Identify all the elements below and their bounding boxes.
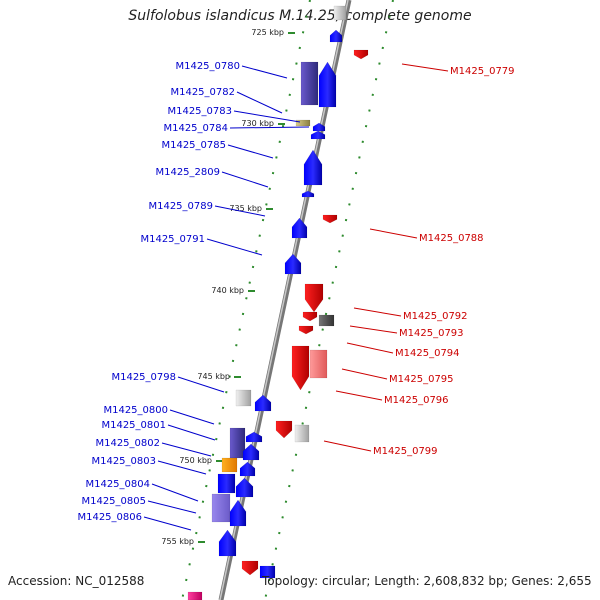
gene-label-m1425-0798[interactable]: M1425_0798 bbox=[111, 372, 176, 383]
label-leader-line bbox=[151, 483, 199, 502]
forward-gene-arrow[interactable] bbox=[329, 29, 343, 43]
forward-gene-arrow[interactable] bbox=[318, 61, 337, 108]
gene-feature-box[interactable] bbox=[333, 5, 347, 21]
gene-label-m1425-0785[interactable]: M1425_0785 bbox=[161, 140, 226, 151]
gene-label-m1425-2809[interactable]: M1425_2809 bbox=[155, 167, 220, 178]
label-leader-line bbox=[227, 144, 274, 159]
gene-label-m1425-0801[interactable]: M1425_0801 bbox=[101, 420, 166, 431]
label-leader-line bbox=[161, 442, 212, 457]
forward-gene-arrow[interactable] bbox=[254, 394, 272, 412]
gene-label-m1425-0792[interactable]: M1425_0792 bbox=[403, 311, 468, 322]
gene-label-m1425-0802[interactable]: M1425_0802 bbox=[95, 438, 160, 449]
forward-gene-arrow[interactable] bbox=[284, 253, 302, 275]
reverse-gene-arrow[interactable] bbox=[291, 345, 310, 391]
gene-label-m1425-0789[interactable]: M1425_0789 bbox=[148, 201, 213, 212]
gene-label-m1425-0783[interactable]: M1425_0783 bbox=[167, 106, 232, 117]
gene-feature-box[interactable] bbox=[211, 493, 231, 523]
forward-gene-arrow[interactable] bbox=[242, 443, 260, 461]
gene-feature-box[interactable] bbox=[221, 457, 238, 473]
forward-gene-arrow[interactable] bbox=[229, 499, 247, 527]
reverse-gene-arrow[interactable] bbox=[275, 420, 293, 439]
tick-label: 740 kbp bbox=[211, 286, 244, 295]
label-leader-line bbox=[323, 440, 372, 452]
leader-group bbox=[143, 63, 449, 531]
reverse-gene-arrow[interactable] bbox=[298, 325, 314, 335]
tick-label: 730 kbp bbox=[241, 119, 274, 128]
gene-feature-box[interactable] bbox=[294, 424, 310, 443]
label-leader-line bbox=[349, 325, 398, 334]
gene-feature-box[interactable] bbox=[295, 119, 311, 127]
gene-label-m1425-0795[interactable]: M1425_0795 bbox=[389, 374, 454, 385]
reverse-gene-arrow[interactable] bbox=[322, 214, 338, 224]
gene-label-m1425-0800[interactable]: M1425_0800 bbox=[103, 405, 168, 416]
forward-gene-arrow[interactable] bbox=[303, 149, 323, 186]
label-leader-line bbox=[206, 238, 263, 256]
forward-gene-arrow[interactable] bbox=[245, 431, 263, 443]
gene-label-m1425-0799[interactable]: M1425_0799 bbox=[373, 446, 438, 457]
label-leader-line bbox=[353, 307, 402, 317]
gene-label-m1425-0805[interactable]: M1425_0805 bbox=[81, 496, 146, 507]
gene-label-m1425-0788[interactable]: M1425_0788 bbox=[419, 233, 484, 244]
forward-gene-arrow[interactable] bbox=[235, 477, 254, 498]
forward-gene-arrow[interactable] bbox=[218, 529, 237, 557]
label-leader-line bbox=[369, 228, 418, 239]
gene-label-m1425-0791[interactable]: M1425_0791 bbox=[140, 234, 205, 245]
gene-feature-box[interactable] bbox=[259, 565, 276, 579]
label-leader-line bbox=[229, 126, 310, 129]
label-group: M1425_0780 M1425_0782 M1425_0783 M1425_0784… bbox=[77, 61, 514, 523]
gene-label-m1425-0782[interactable]: M1425_0782 bbox=[170, 87, 235, 98]
label-leader-line bbox=[341, 368, 388, 380]
label-leader-line bbox=[236, 91, 283, 114]
gene-label-m1425-0796[interactable]: M1425_0796 bbox=[384, 395, 449, 406]
forward-gene-arrow[interactable] bbox=[312, 122, 326, 132]
tick-group: 725 kbp 730 kbp 735 kbp 740 kbp 745 kbp 750 k… bbox=[161, 28, 295, 546]
gene-label-m1425-0780[interactable]: M1425_0780 bbox=[175, 61, 240, 72]
label-leader-line bbox=[157, 460, 207, 475]
label-leader-line bbox=[346, 342, 394, 354]
forward-gene-arrow[interactable] bbox=[301, 190, 315, 198]
forward-gene-arrow[interactable] bbox=[291, 217, 308, 239]
label-leader-line bbox=[335, 390, 383, 401]
gene-feature-box[interactable] bbox=[187, 591, 203, 600]
gene-feature-box[interactable] bbox=[309, 349, 328, 379]
gene-feature-box[interactable] bbox=[217, 473, 236, 494]
gene-label-m1425-0804[interactable]: M1425_0804 bbox=[85, 479, 150, 490]
label-leader-line bbox=[143, 516, 192, 531]
gene-feature-box[interactable] bbox=[300, 61, 319, 106]
label-leader-line bbox=[177, 376, 225, 393]
reverse-gene-arrow[interactable] bbox=[241, 560, 259, 576]
reverse-gene-arrow[interactable] bbox=[353, 49, 369, 60]
label-leader-line bbox=[167, 424, 216, 441]
gene-feature-box[interactable] bbox=[235, 389, 252, 407]
label-leader-line bbox=[241, 65, 288, 79]
feature-group bbox=[187, 5, 369, 600]
tick-label: 735 kbp bbox=[229, 204, 262, 213]
gene-label-m1425-0806[interactable]: M1425_0806 bbox=[77, 512, 142, 523]
label-leader-line bbox=[221, 171, 269, 188]
gene-label-m1425-0794[interactable]: M1425_0794 bbox=[395, 348, 460, 359]
accession-label: Accession: NC_012588 bbox=[8, 574, 145, 588]
tick-label: 745 kbp bbox=[197, 372, 230, 381]
label-leader-line bbox=[169, 409, 215, 425]
forward-gene-arrow[interactable] bbox=[310, 130, 326, 140]
label-leader-line bbox=[147, 500, 197, 514]
tick-label: 755 kbp bbox=[161, 537, 194, 546]
reverse-gene-arrow[interactable] bbox=[304, 283, 324, 313]
gene-feature-box[interactable] bbox=[318, 314, 335, 327]
label-leader-line bbox=[214, 205, 266, 217]
map-title: Sulfolobus islandicus M.14.25, complete … bbox=[128, 8, 472, 24]
gene-label-m1425-0784[interactable]: M1425_0784 bbox=[163, 123, 228, 134]
label-leader-line bbox=[233, 110, 301, 123]
tick-label: 725 kbp bbox=[251, 28, 284, 37]
gene-label-m1425-0779[interactable]: M1425_0779 bbox=[450, 66, 515, 77]
genome-stats-label: Topology: circular; Length: 2,608,832 bp… bbox=[262, 574, 592, 588]
tick-label: 750 kbp bbox=[179, 456, 212, 465]
forward-gene-arrow[interactable] bbox=[239, 461, 256, 477]
gene-label-m1425-0803[interactable]: M1425_0803 bbox=[91, 456, 156, 467]
reverse-gene-arrow[interactable] bbox=[302, 311, 318, 322]
gene-label-m1425-0793[interactable]: M1425_0793 bbox=[399, 328, 464, 339]
label-leader-line bbox=[401, 63, 449, 72]
